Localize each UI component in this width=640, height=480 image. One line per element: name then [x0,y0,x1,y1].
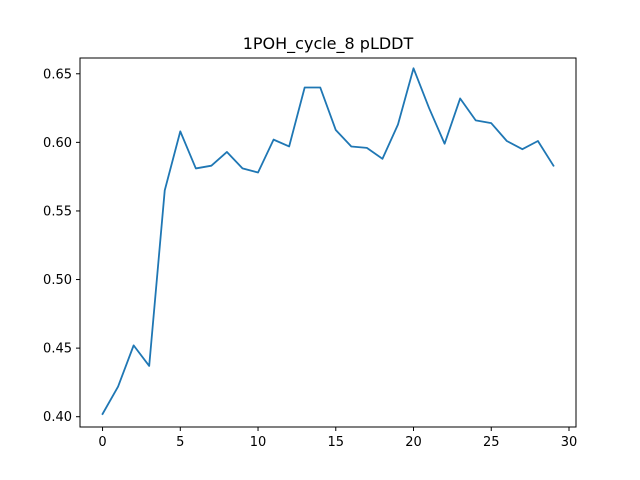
x-tick-label: 0 [98,435,106,450]
x-tick-label: 15 [328,435,345,450]
plot-frame [79,57,577,428]
y-tick-label: 0.55 [43,204,72,219]
x-axis: 0 5 10 15 20 25 30 [98,427,577,450]
chart-title: 1POH_cycle_8 pLDDT [243,34,414,54]
series-line [101,67,555,416]
y-tick-label: 0.50 [43,273,72,288]
y-tick-label: 0.40 [43,410,72,425]
y-tick-label: 0.45 [43,342,72,357]
x-tick-label: 30 [561,435,578,450]
x-tick-label: 20 [405,435,422,450]
y-axis: 0.40 0.45 0.50 0.55 0.60 0.65 [43,67,80,425]
y-tick-label: 0.65 [43,67,72,82]
plot-area [101,67,555,416]
x-tick-label: 5 [176,435,184,450]
x-tick-label: 10 [250,435,267,450]
x-tick-label: 25 [483,435,500,450]
y-tick-label: 0.60 [43,136,72,151]
